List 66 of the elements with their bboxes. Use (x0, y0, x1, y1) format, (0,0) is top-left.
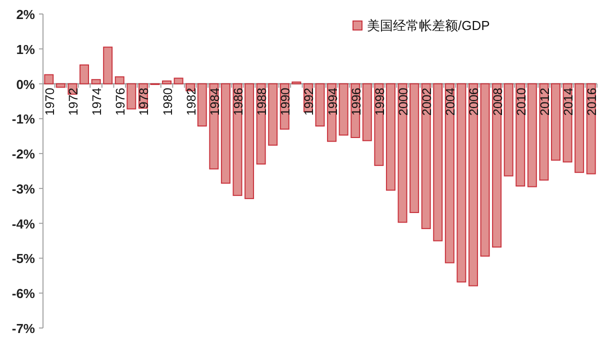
bar (220, 83, 230, 184)
bar (386, 83, 396, 191)
bar (456, 83, 466, 282)
y-tick-label: -4% (12, 216, 36, 232)
x-tick-label: 1974 (90, 88, 104, 116)
x-tick-label: 1988 (255, 88, 270, 116)
x-tick-label: 1982 (184, 88, 198, 116)
bar (433, 83, 443, 242)
y-tick-label: -7% (12, 321, 36, 336)
x-tick-label: 2008 (490, 88, 505, 116)
bar (114, 76, 124, 84)
x-tick-label: 2000 (396, 88, 411, 116)
y-tick-label: -6% (12, 286, 36, 302)
bar (362, 83, 372, 142)
x-tick-label: 1978 (137, 88, 152, 116)
x-tick-label: 2012 (538, 88, 552, 116)
x-tick-label: 1998 (372, 88, 387, 116)
bar (444, 83, 454, 264)
x-tick-label: 1996 (349, 88, 364, 116)
bar (398, 83, 408, 223)
bar (174, 78, 184, 84)
x-tick-label: 1984 (208, 88, 222, 116)
x-tick-label: 2004 (444, 88, 458, 116)
bar (527, 83, 537, 188)
x-tick-label: 2010 (514, 88, 528, 116)
bar (504, 83, 514, 176)
bar (80, 64, 89, 84)
y-tick-label: -5% (12, 251, 36, 266)
y-tick-label: -2% (12, 146, 36, 162)
y-tick-label: 1% (16, 42, 36, 57)
x-tick-label: 1990 (278, 88, 293, 116)
bar (315, 83, 325, 126)
legend-label: 美国经常帐差额/GDP (367, 18, 490, 33)
bar (268, 83, 278, 146)
x-tick-label: 1980 (160, 88, 175, 116)
bar (492, 83, 502, 248)
bar (410, 83, 420, 214)
bar (126, 83, 136, 110)
y-tick-label: -1% (12, 112, 36, 127)
x-tick-label: 2016 (585, 88, 600, 116)
x-tick-label: 2006 (467, 88, 482, 116)
bar (574, 83, 584, 173)
x-tick-label: 2002 (420, 88, 434, 116)
x-tick-label: 1992 (302, 88, 316, 116)
bar (162, 80, 172, 84)
bar (103, 46, 113, 84)
x-tick-label: 1994 (326, 88, 340, 116)
bar (468, 83, 478, 286)
bar (197, 83, 207, 126)
y-tick-label: 2% (16, 7, 36, 22)
bar (56, 83, 66, 88)
x-tick-label: 1986 (231, 88, 246, 116)
bar (516, 83, 526, 186)
x-tick-label: 2014 (562, 88, 576, 116)
bar (338, 83, 348, 136)
bar (421, 83, 431, 230)
bar (480, 83, 490, 257)
bar (44, 74, 54, 84)
x-tick-label: 1976 (114, 88, 128, 116)
bar (91, 79, 101, 84)
x-tick-label: 1970 (42, 88, 57, 116)
bar (551, 83, 560, 161)
bar (244, 83, 254, 200)
y-tick-label: 0% (16, 76, 36, 92)
x-tick-label: 1972 (66, 88, 80, 116)
y-tick-label: -3% (12, 181, 36, 196)
